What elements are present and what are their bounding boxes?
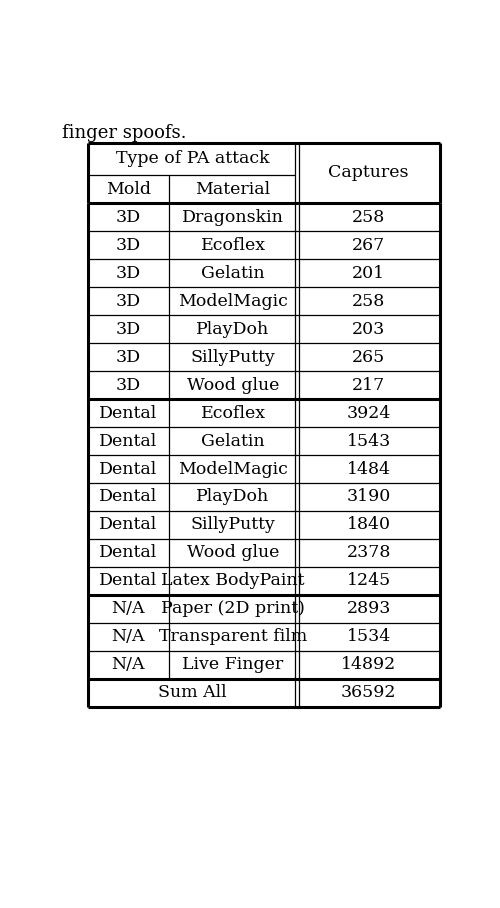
Text: 3924: 3924 xyxy=(346,405,391,421)
Text: 258: 258 xyxy=(352,292,385,310)
Text: 2893: 2893 xyxy=(346,600,391,617)
Text: 14892: 14892 xyxy=(341,656,396,674)
Text: Mold: Mold xyxy=(106,181,151,198)
Text: 201: 201 xyxy=(352,265,385,281)
Text: Material: Material xyxy=(196,181,270,198)
Text: 3D: 3D xyxy=(116,209,141,226)
Text: Dental: Dental xyxy=(99,545,158,561)
Text: Dental: Dental xyxy=(99,432,158,449)
Text: 3D: 3D xyxy=(116,321,141,338)
Text: 3D: 3D xyxy=(116,265,141,281)
Text: Dental: Dental xyxy=(99,460,158,478)
Text: SillyPutty: SillyPutty xyxy=(190,349,276,366)
Text: N/A: N/A xyxy=(112,656,145,674)
Text: Live Finger: Live Finger xyxy=(182,656,284,674)
Text: Gelatin: Gelatin xyxy=(201,265,265,281)
Text: Dental: Dental xyxy=(99,572,158,589)
Text: Dental: Dental xyxy=(99,489,158,506)
Text: SillyPutty: SillyPutty xyxy=(190,517,276,534)
Text: 265: 265 xyxy=(352,349,385,366)
Text: 203: 203 xyxy=(352,321,385,338)
Text: Gelatin: Gelatin xyxy=(201,432,265,449)
Text: Wood glue: Wood glue xyxy=(187,377,279,394)
Text: Transparent film: Transparent film xyxy=(159,628,307,646)
Text: Dragonskin: Dragonskin xyxy=(182,209,284,226)
Text: 217: 217 xyxy=(352,377,385,394)
Text: 1484: 1484 xyxy=(346,460,391,478)
Text: 3D: 3D xyxy=(116,377,141,394)
Text: ModelMagic: ModelMagic xyxy=(178,460,288,478)
Text: Dental: Dental xyxy=(99,517,158,534)
Text: Latex BodyPaint: Latex BodyPaint xyxy=(161,572,305,589)
Text: N/A: N/A xyxy=(112,600,145,617)
Text: Sum All: Sum All xyxy=(158,685,226,701)
Text: Dental: Dental xyxy=(99,405,158,421)
Text: Type of PA attack: Type of PA attack xyxy=(116,151,269,167)
Text: Paper (2D print): Paper (2D print) xyxy=(161,600,305,617)
Text: 258: 258 xyxy=(352,209,385,226)
Text: Wood glue: Wood glue xyxy=(187,545,279,561)
Text: 3190: 3190 xyxy=(346,489,391,506)
Text: 36592: 36592 xyxy=(341,685,396,701)
Text: PlayDoh: PlayDoh xyxy=(196,489,270,506)
Text: Ecoflex: Ecoflex xyxy=(200,237,266,254)
Text: PlayDoh: PlayDoh xyxy=(196,321,270,338)
Text: 3D: 3D xyxy=(116,237,141,254)
Text: finger spoofs.: finger spoofs. xyxy=(62,123,187,142)
Text: 3D: 3D xyxy=(116,349,141,366)
Text: 1840: 1840 xyxy=(346,517,391,534)
Text: 1245: 1245 xyxy=(346,572,391,589)
Text: 1534: 1534 xyxy=(346,628,391,646)
Text: Captures: Captures xyxy=(328,164,409,182)
Text: 267: 267 xyxy=(352,237,385,254)
Text: 2378: 2378 xyxy=(346,545,391,561)
Text: N/A: N/A xyxy=(112,628,145,646)
Text: ModelMagic: ModelMagic xyxy=(178,292,288,310)
Text: 1543: 1543 xyxy=(346,432,391,449)
Text: Ecoflex: Ecoflex xyxy=(200,405,266,421)
Text: 3D: 3D xyxy=(116,292,141,310)
